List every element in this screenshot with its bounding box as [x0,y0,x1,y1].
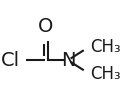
Text: CH₃: CH₃ [91,65,121,83]
Text: O: O [38,17,54,36]
Text: Cl: Cl [1,51,20,70]
Text: N: N [61,51,75,70]
Text: CH₃: CH₃ [91,38,121,56]
